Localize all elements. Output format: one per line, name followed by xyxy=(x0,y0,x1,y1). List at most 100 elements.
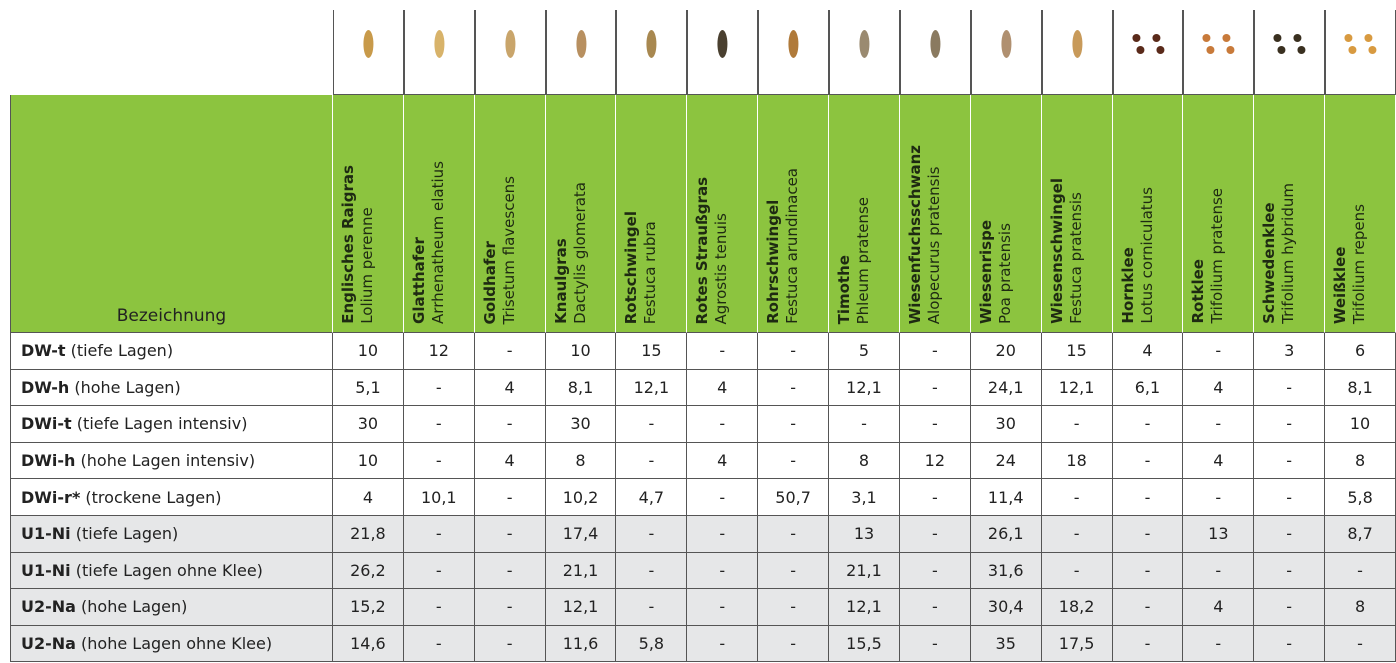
table-cell: - xyxy=(758,406,829,443)
cell-value: 11,4 xyxy=(988,488,1024,507)
table-cell: 12,1 xyxy=(829,589,900,626)
table-cell: 21,1 xyxy=(829,553,900,590)
cell-value: - xyxy=(648,524,654,543)
table-cell: - xyxy=(758,443,829,480)
latin-name: Trisetum flavescens xyxy=(500,176,518,324)
table-cell: 20 xyxy=(971,333,1042,370)
seed xyxy=(1001,30,1011,58)
row-label: DWi-h (hohe Lagen intensiv) xyxy=(10,443,333,480)
table-cell: - xyxy=(616,589,687,626)
cell-value: 14,6 xyxy=(350,634,386,653)
table-cell: 26,2 xyxy=(333,553,404,590)
table-cell: - xyxy=(758,553,829,590)
cell-value: 30 xyxy=(570,414,590,433)
cell-value: 4 xyxy=(1213,597,1223,616)
seed-image-cell xyxy=(829,10,900,95)
table-cell: - xyxy=(687,516,758,553)
cell-value: 5,8 xyxy=(1347,488,1372,507)
seed-mixture-table: BezeichnungEnglisches RaigrasLolium pere… xyxy=(0,0,1396,663)
table-cell: 4 xyxy=(1113,333,1184,370)
table-cell: 10,1 xyxy=(404,479,475,516)
table-cell: - xyxy=(1113,516,1184,553)
table-cell: - xyxy=(900,370,971,407)
cell-value: 15 xyxy=(1066,341,1086,360)
table-cell: 18 xyxy=(1042,443,1113,480)
table-cell: 4 xyxy=(475,370,546,407)
cell-value: 12 xyxy=(925,451,945,470)
table-cell: - xyxy=(1183,626,1254,663)
table-cell: 10 xyxy=(333,443,404,480)
row-code: U1-Ni xyxy=(21,561,71,580)
common-name: Glatthafer xyxy=(410,161,429,324)
cell-value: 15,5 xyxy=(846,634,882,653)
latin-name: Phleum pratense xyxy=(854,197,872,324)
row-description: (tiefe Lagen) xyxy=(71,341,173,360)
table-cell: 12,1 xyxy=(1042,370,1113,407)
table-cell: - xyxy=(758,370,829,407)
cell-value: - xyxy=(1286,488,1292,507)
cell-value: - xyxy=(932,414,938,433)
table-cell: 18,2 xyxy=(1042,589,1113,626)
cell-value: - xyxy=(719,341,725,360)
seed-icon xyxy=(476,10,545,93)
cell-value: - xyxy=(790,597,796,616)
cell-value: 10 xyxy=(358,341,378,360)
cell-value: 12 xyxy=(429,341,449,360)
cell-value: 30 xyxy=(996,414,1016,433)
cell-value: - xyxy=(507,597,513,616)
table-cell: - xyxy=(1254,553,1325,590)
table-cell: 24,1 xyxy=(971,370,1042,407)
cell-value: 8,1 xyxy=(568,378,593,397)
cell-value: - xyxy=(1145,597,1151,616)
seed-icon xyxy=(1326,10,1395,93)
table-cell: 17,4 xyxy=(546,516,617,553)
seed xyxy=(789,30,799,58)
row-label: U2-Na (hohe Lagen) xyxy=(10,589,333,626)
seed-image-cell xyxy=(1183,10,1254,95)
seed-icon xyxy=(688,10,757,93)
cell-value: 5,1 xyxy=(355,378,380,397)
seed-image-cell xyxy=(1042,10,1113,95)
cell-value: 4 xyxy=(1213,378,1223,397)
seed-icon xyxy=(1114,10,1183,93)
table-cell: - xyxy=(687,553,758,590)
table-cell: - xyxy=(475,406,546,443)
cell-value: - xyxy=(1357,634,1363,653)
cell-value: 5,8 xyxy=(639,634,664,653)
cell-value: 24 xyxy=(996,451,1016,470)
cell-value: 18,2 xyxy=(1059,597,1095,616)
latin-name: Festuca pratensis xyxy=(1067,192,1085,324)
seed xyxy=(1345,34,1353,42)
table-cell: 15,2 xyxy=(333,589,404,626)
table-cell: 11,4 xyxy=(971,479,1042,516)
seed-image-cell xyxy=(900,10,971,95)
latin-name: Trifolium repens xyxy=(1350,204,1368,324)
table-cell: 8,7 xyxy=(1325,516,1396,553)
cell-value: - xyxy=(1286,451,1292,470)
cell-value: - xyxy=(507,488,513,507)
cell-value: - xyxy=(1145,488,1151,507)
cell-value: 5 xyxy=(859,341,869,360)
cell-value: - xyxy=(932,524,938,543)
seed xyxy=(647,30,657,58)
table-cell: - xyxy=(900,626,971,663)
seed-image-cell xyxy=(971,10,1042,95)
cell-value: - xyxy=(932,561,938,580)
table-cell: - xyxy=(1254,516,1325,553)
cell-value: - xyxy=(932,341,938,360)
cell-value: 4 xyxy=(363,488,373,507)
table-cell: 8 xyxy=(1325,443,1396,480)
table-cell: - xyxy=(475,333,546,370)
common-name: Rotes Straußgras xyxy=(693,177,712,325)
